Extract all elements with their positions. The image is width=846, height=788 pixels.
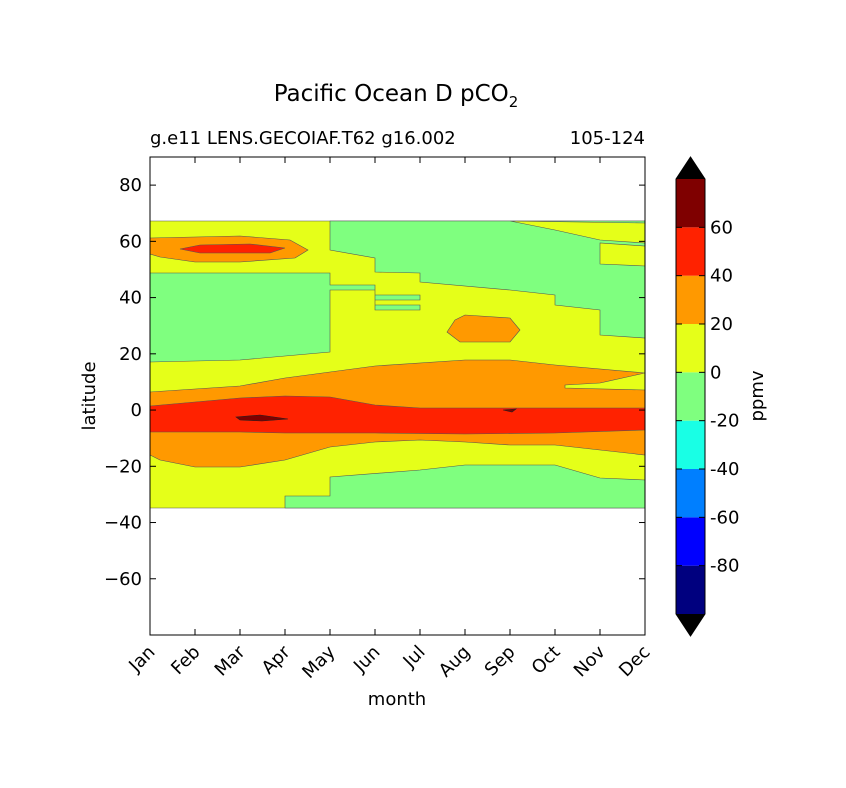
x-tick-label: Jun [349,642,384,677]
contour-region-20-40-midlat [446,314,521,343]
x-tick-label: Dec [615,642,654,681]
x-tick-label: Sep [481,642,520,681]
subtitle-right: 105-124 [570,128,645,149]
colorbar-segment [676,275,705,324]
subtitle-left: g.e11 LENS.GECOIAF.T62 g16.002 [150,128,456,149]
colorbar-segment [676,565,705,614]
colorbar-segment [676,420,705,469]
x-tick-label: Mar [211,641,250,680]
colorbar-tick-label: -20 [710,411,739,432]
plot-area: 80 60 40 20 0 −20 −40 −60 Jan Feb Mar Apr May Jun Jul… [104,156,655,683]
x-tick-label: Feb [167,642,204,679]
x-tick-label: Jul [399,642,430,673]
y-tick-label: −40 [104,513,142,534]
chart-title-subscript: 2 [509,93,519,111]
x-tick-label: Apr [258,641,295,678]
contour-fill [149,220,646,509]
colorbar-segment [676,517,705,566]
colorbar-tick-label: -60 [710,507,739,528]
y-axis: 80 60 40 20 0 −20 −40 −60 [104,175,645,590]
colorbar-segment [676,179,705,228]
colorbar-tick-label: -40 [710,459,739,480]
x-tick-label: May [298,641,339,682]
x-tick-label: Nov [570,641,610,681]
y-tick-label: −20 [104,456,142,477]
chart-title-main: Pacific Ocean D pCO [274,81,509,107]
chart-title: Pacific Ocean D pCO2 [274,81,519,111]
colorbar-segment [676,372,705,421]
colorbar-tick-label: 0 [710,362,721,383]
y-tick-label: −60 [104,569,142,590]
y-tick-label: 20 [119,344,142,365]
colorbar-segment [676,469,705,518]
contour-region-neg20-0-north [149,272,421,363]
contour-region-60-80 [235,414,289,422]
colorbar-extend-max [676,157,705,179]
y-tick-label: 0 [131,400,142,421]
colorbar-extend-min [676,614,705,636]
colorbar-segment [676,324,705,373]
colorbar-segment [676,227,705,276]
colorbar: 60 40 20 0 -20 -40 -60 -80 [675,156,739,637]
x-tick-label: Aug [435,642,475,682]
x-axis-label: month [368,689,426,710]
contour-region-40-60-subpolar [179,243,286,254]
y-tick-label: 60 [119,231,142,252]
x-tick-label: Oct [528,642,565,679]
y-tick-label: 80 [119,175,142,196]
plot-frame [149,156,646,636]
colorbar-tick-label: 20 [710,314,733,335]
colorbar-tick-label: 60 [710,217,733,238]
colorbar-tick-label: -80 [710,556,739,577]
colorbar-tick-label: 40 [710,266,733,287]
y-tick-label: 40 [119,288,142,309]
x-tick-label: Jan [124,642,159,677]
y-axis-label: latitude [79,361,100,430]
colorbar-outline [675,156,706,637]
colorbar-label: ppmv [747,370,768,421]
contour-region-60-80-sep [502,408,518,413]
